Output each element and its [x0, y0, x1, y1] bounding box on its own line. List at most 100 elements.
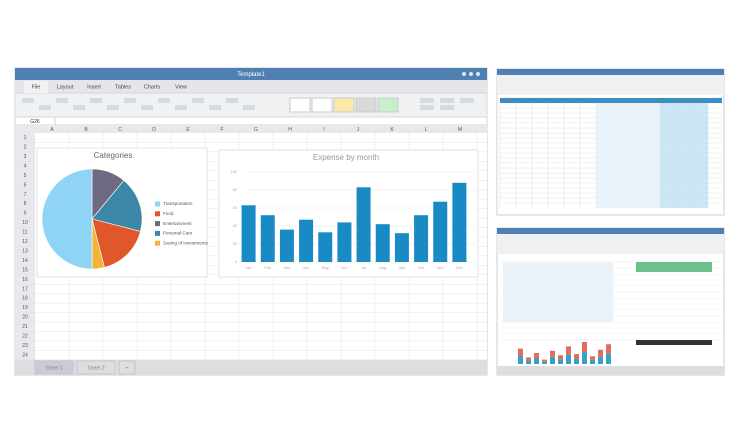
- tab-bar: [15, 80, 487, 93]
- row-label: 12: [22, 239, 28, 245]
- thumb-bar: [606, 353, 611, 364]
- ribbon-button[interactable]: [440, 105, 454, 110]
- thumb-table: [503, 262, 613, 322]
- ribbon-button[interactable]: [39, 105, 51, 110]
- sheet-tab-label[interactable]: Sheet 2: [87, 365, 104, 371]
- ribbon-tab[interactable]: Layout: [57, 84, 74, 90]
- sheet-tab-label[interactable]: +: [126, 365, 129, 371]
- x-tick-label: Mar: [284, 266, 291, 270]
- ribbon-button[interactable]: [209, 105, 221, 110]
- thumb-bar: [598, 356, 603, 364]
- ribbon-tab[interactable]: View: [175, 84, 187, 90]
- bar: [452, 182, 467, 262]
- sheet-tab[interactable]: [76, 360, 116, 375]
- row-label: 17: [22, 286, 28, 292]
- thumb-bar: [526, 360, 531, 364]
- thumb-bar: [526, 357, 531, 361]
- bar: [299, 219, 314, 262]
- x-tick-label: Aug: [379, 266, 386, 270]
- thumb-footer: [636, 340, 712, 345]
- legend-label: Entertainment: [163, 221, 192, 226]
- window-title: Template1: [237, 72, 265, 78]
- column-label: L: [425, 127, 428, 133]
- sheet-tab[interactable]: [34, 360, 74, 375]
- ribbon-button[interactable]: [192, 98, 204, 103]
- row-label: 1: [24, 135, 27, 141]
- window-button[interactable]: [476, 72, 480, 76]
- thumb-bar: [574, 354, 579, 359]
- ribbon-tab[interactable]: Charts: [144, 84, 160, 90]
- ribbon-button[interactable]: [420, 105, 434, 110]
- column-label: H: [288, 127, 292, 133]
- thumb-bar: [582, 352, 587, 364]
- ribbon-tab[interactable]: Tables: [115, 84, 131, 90]
- row-label: 23: [22, 343, 28, 349]
- ribbon-tab[interactable]: File: [32, 84, 41, 90]
- thumb-bar: [598, 349, 603, 357]
- ribbon-button[interactable]: [158, 98, 170, 103]
- x-tick-label: Jun: [341, 266, 347, 270]
- thumb-highlight: [596, 103, 660, 208]
- thumb-bar: [518, 348, 523, 356]
- thumbnail-ribbon: [497, 75, 724, 95]
- row-label: 7: [24, 192, 27, 198]
- sheet-tab[interactable]: [118, 360, 136, 375]
- ribbon-button[interactable]: [175, 105, 187, 110]
- row-label: 21: [22, 324, 28, 330]
- ribbon-button[interactable]: [243, 105, 255, 110]
- ribbon-button[interactable]: [22, 98, 34, 103]
- window-button[interactable]: [469, 72, 473, 76]
- thumbnail-title-bar: [497, 228, 724, 234]
- style-swatch[interactable]: [377, 97, 399, 113]
- row-label: 3: [24, 154, 27, 160]
- x-tick-label: Apr: [303, 266, 310, 270]
- bar: [433, 201, 448, 262]
- legend-label: Personal Care: [163, 231, 193, 236]
- x-tick-label: Nov: [437, 266, 444, 270]
- ribbon-button[interactable]: [56, 98, 68, 103]
- style-swatch[interactable]: [333, 97, 355, 113]
- style-swatch[interactable]: [355, 97, 377, 113]
- thumb-highlight: [660, 103, 708, 208]
- ribbon-button[interactable]: [460, 98, 474, 103]
- ribbon-tab[interactable]: Insert: [87, 84, 101, 90]
- tab-active[interactable]: [24, 81, 48, 93]
- ribbon-button[interactable]: [226, 98, 238, 103]
- thumb-bar: [550, 356, 555, 364]
- thumb-bar: [566, 346, 571, 355]
- ribbon-button[interactable]: [440, 98, 454, 103]
- bar: [394, 233, 409, 262]
- row-label: 14: [22, 258, 28, 264]
- row-label: 4: [24, 163, 27, 169]
- cell-reference: G26: [30, 119, 40, 125]
- ribbon-button[interactable]: [107, 105, 119, 110]
- thumb-bar: [534, 358, 539, 364]
- ribbon-button[interactable]: [124, 98, 136, 103]
- ribbon-button[interactable]: [420, 98, 434, 103]
- x-tick-label: Jul: [361, 266, 366, 270]
- thumb-bar: [566, 354, 571, 364]
- thumb-header-row: [500, 98, 722, 103]
- x-tick-label: May: [322, 266, 329, 270]
- thumbnail-title-bar: [497, 69, 724, 75]
- ribbon-button[interactable]: [141, 105, 153, 110]
- ribbon-button[interactable]: [73, 105, 85, 110]
- x-tick-label: Jan: [246, 266, 252, 270]
- ribbon-button[interactable]: [90, 98, 102, 103]
- column-label: C: [118, 127, 122, 133]
- thumb-bar: [550, 350, 555, 357]
- sheet-tab-label[interactable]: Sheet 1: [45, 365, 62, 371]
- formula-bar: [14, 116, 488, 126]
- x-tick-label: Feb: [264, 266, 271, 270]
- style-swatch[interactable]: [311, 97, 333, 113]
- thumb-bar: [590, 356, 595, 360]
- y-tick-label: 100: [231, 170, 237, 174]
- row-label: 5: [24, 173, 27, 179]
- window-button[interactable]: [462, 72, 466, 76]
- column-label: D: [152, 127, 156, 133]
- style-swatch[interactable]: [289, 97, 311, 113]
- thumbnail-ribbon: [497, 234, 724, 254]
- bar: [337, 222, 352, 262]
